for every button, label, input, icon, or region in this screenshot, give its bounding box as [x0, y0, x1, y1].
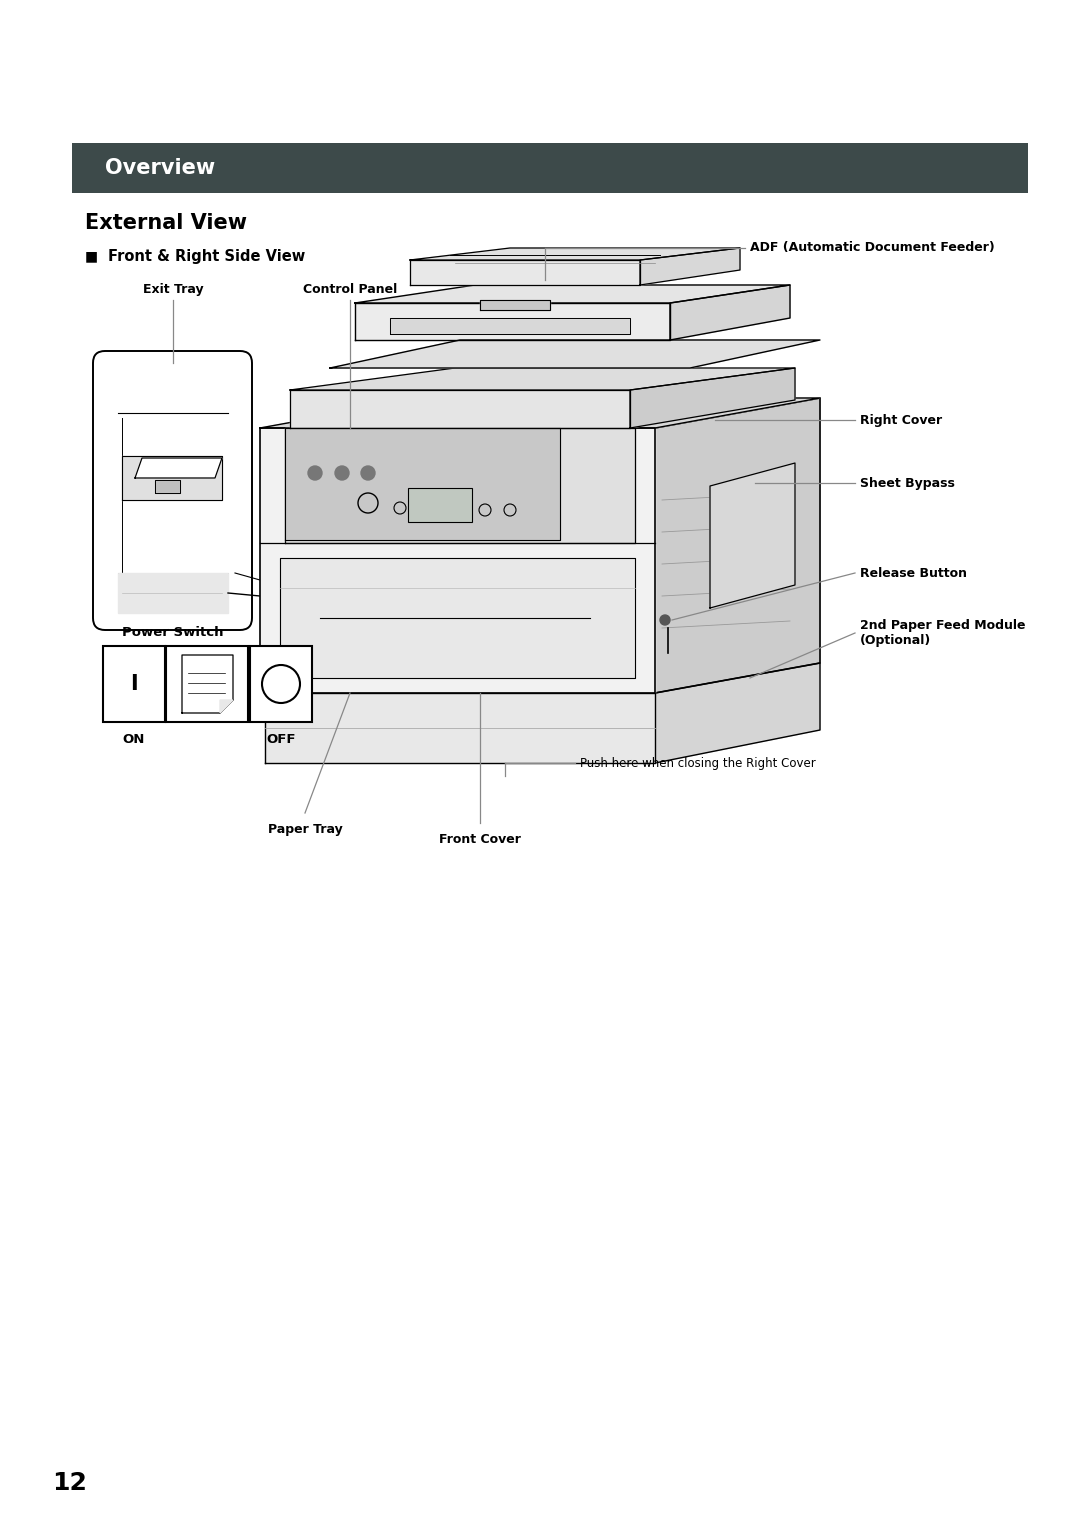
- Polygon shape: [355, 303, 670, 341]
- Text: Paper Tray: Paper Tray: [268, 824, 342, 836]
- FancyBboxPatch shape: [166, 646, 248, 723]
- Polygon shape: [654, 397, 820, 694]
- FancyBboxPatch shape: [72, 144, 1028, 193]
- Circle shape: [335, 466, 349, 480]
- Text: Sheet Bypass: Sheet Bypass: [860, 477, 955, 489]
- Polygon shape: [122, 455, 222, 500]
- FancyBboxPatch shape: [93, 351, 252, 630]
- Polygon shape: [291, 390, 630, 428]
- FancyBboxPatch shape: [103, 646, 165, 723]
- Polygon shape: [410, 248, 740, 260]
- Polygon shape: [285, 428, 635, 542]
- Text: External View: External View: [85, 212, 247, 232]
- Polygon shape: [291, 368, 795, 390]
- Polygon shape: [330, 341, 820, 368]
- Text: 12: 12: [52, 1471, 86, 1494]
- Polygon shape: [118, 573, 228, 613]
- Text: 2nd Paper Feed Module
(Optional): 2nd Paper Feed Module (Optional): [860, 619, 1026, 646]
- Polygon shape: [260, 428, 654, 694]
- Polygon shape: [654, 663, 820, 762]
- Polygon shape: [640, 248, 740, 286]
- Circle shape: [361, 466, 375, 480]
- Text: Release Button: Release Button: [860, 567, 967, 579]
- Polygon shape: [355, 286, 789, 303]
- Polygon shape: [183, 656, 233, 714]
- Polygon shape: [410, 260, 640, 286]
- Polygon shape: [670, 286, 789, 341]
- Text: Right Cover: Right Cover: [860, 414, 942, 426]
- Polygon shape: [280, 558, 635, 678]
- Text: Control Panel: Control Panel: [302, 283, 397, 296]
- Polygon shape: [135, 458, 222, 478]
- Text: Power Switch: Power Switch: [122, 626, 224, 639]
- Polygon shape: [480, 299, 550, 310]
- Polygon shape: [390, 318, 630, 335]
- Text: ON: ON: [123, 733, 145, 746]
- Text: Overview: Overview: [105, 157, 215, 177]
- Text: Exit Tray: Exit Tray: [143, 283, 203, 296]
- Text: ADF (Automatic Document Feeder): ADF (Automatic Document Feeder): [750, 241, 995, 255]
- Text: Front & Right Side View: Front & Right Side View: [108, 249, 306, 263]
- Polygon shape: [220, 700, 233, 714]
- Circle shape: [660, 614, 670, 625]
- Polygon shape: [710, 463, 795, 608]
- Circle shape: [308, 466, 322, 480]
- Polygon shape: [630, 368, 795, 428]
- FancyBboxPatch shape: [249, 646, 312, 723]
- Polygon shape: [156, 480, 180, 494]
- Text: I: I: [131, 674, 138, 694]
- Text: OFF: OFF: [267, 733, 296, 746]
- Text: ■: ■: [85, 249, 98, 263]
- Polygon shape: [260, 397, 820, 428]
- Text: Push here when closing the Right Cover: Push here when closing the Right Cover: [580, 756, 815, 770]
- Polygon shape: [265, 694, 654, 762]
- FancyBboxPatch shape: [408, 487, 472, 523]
- Polygon shape: [285, 428, 561, 539]
- Text: Front Cover: Front Cover: [440, 833, 521, 847]
